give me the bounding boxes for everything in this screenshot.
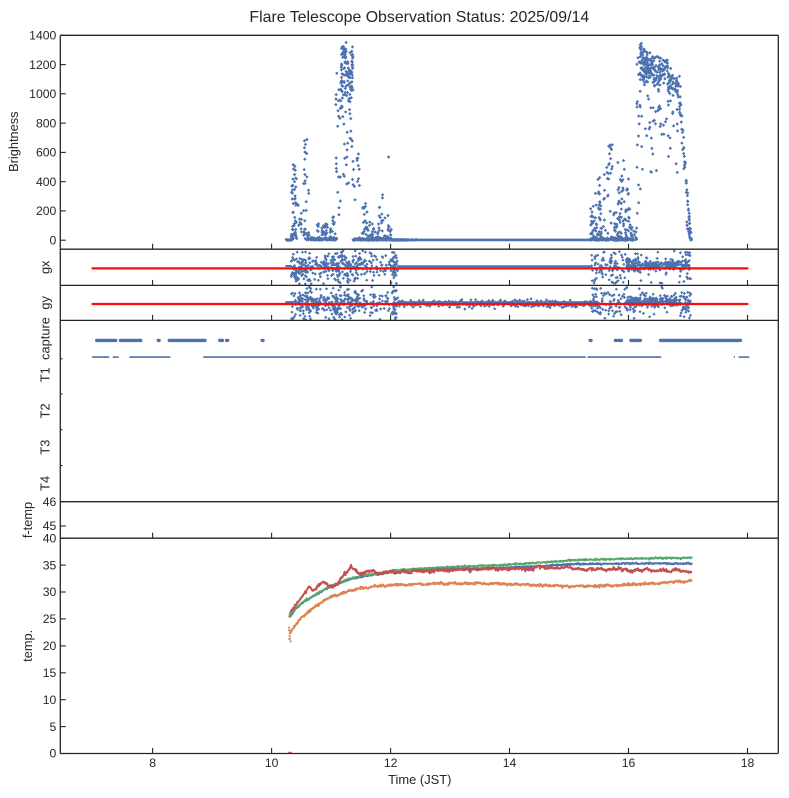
svg-text:T2: T2 bbox=[37, 403, 52, 418]
svg-text:14: 14 bbox=[503, 756, 517, 770]
svg-text:40: 40 bbox=[43, 531, 57, 545]
svg-text:20: 20 bbox=[43, 639, 57, 653]
svg-text:1000: 1000 bbox=[29, 87, 56, 101]
svg-text:25: 25 bbox=[43, 612, 57, 626]
svg-text:0: 0 bbox=[50, 233, 57, 247]
svg-text:Time (JST): Time (JST) bbox=[388, 772, 451, 787]
svg-text:12: 12 bbox=[384, 756, 398, 770]
svg-text:10: 10 bbox=[265, 756, 279, 770]
svg-text:T1: T1 bbox=[37, 367, 52, 382]
svg-text:35: 35 bbox=[43, 558, 57, 572]
svg-text:46: 46 bbox=[43, 495, 57, 509]
svg-text:T3: T3 bbox=[37, 440, 52, 455]
svg-text:f-temp: f-temp bbox=[20, 502, 35, 538]
svg-text:Flare Telescope Observation St: Flare Telescope Observation Status: 2025… bbox=[249, 9, 589, 26]
svg-text:18: 18 bbox=[741, 756, 755, 770]
svg-text:5: 5 bbox=[50, 720, 57, 734]
svg-text:capture: capture bbox=[37, 317, 52, 360]
svg-text:8: 8 bbox=[149, 756, 156, 770]
svg-text:1400: 1400 bbox=[29, 29, 56, 43]
svg-text:gx: gx bbox=[37, 260, 52, 274]
svg-text:0: 0 bbox=[50, 747, 57, 761]
svg-text:800: 800 bbox=[36, 116, 57, 130]
svg-text:1200: 1200 bbox=[29, 58, 56, 72]
svg-text:15: 15 bbox=[43, 666, 57, 680]
svg-text:temp.: temp. bbox=[20, 630, 35, 662]
svg-text:10: 10 bbox=[43, 693, 57, 707]
svg-text:16: 16 bbox=[622, 756, 636, 770]
svg-text:gy: gy bbox=[37, 296, 52, 310]
svg-text:600: 600 bbox=[36, 146, 57, 160]
svg-text:T4: T4 bbox=[37, 476, 52, 491]
svg-text:Brightness: Brightness bbox=[6, 111, 21, 171]
svg-text:200: 200 bbox=[36, 204, 57, 218]
svg-text:45: 45 bbox=[43, 519, 57, 533]
svg-text:400: 400 bbox=[36, 175, 57, 189]
svg-text:30: 30 bbox=[43, 585, 57, 599]
